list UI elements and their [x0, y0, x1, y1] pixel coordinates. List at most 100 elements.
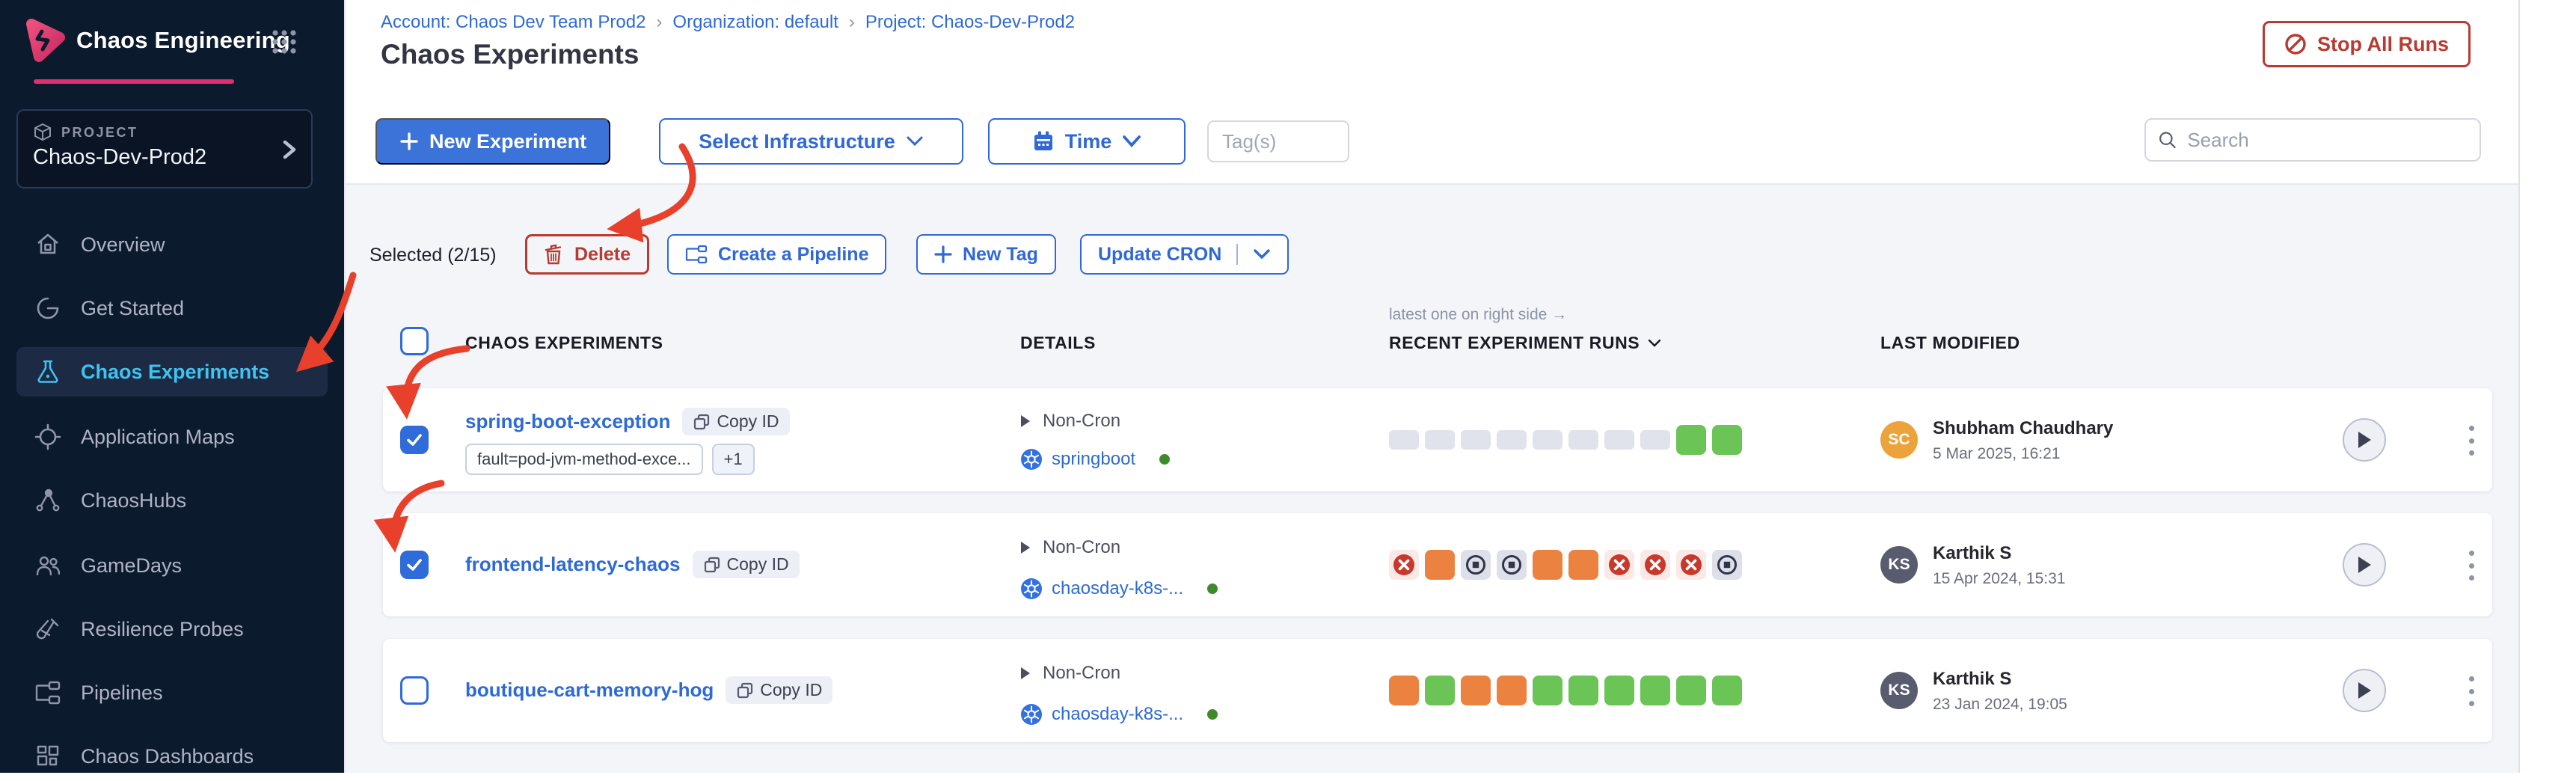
run-status-failed[interactable] — [1676, 550, 1706, 580]
run-status-none[interactable] — [1533, 430, 1563, 450]
run-status-completed[interactable] — [1676, 425, 1706, 455]
page-title: Chaos Experiments — [381, 39, 640, 70]
calendar-icon — [1034, 131, 1052, 150]
fault-tag-chip[interactable]: fault=pod-jvm-method-exce... — [465, 444, 703, 475]
select-infrastructure-dropdown[interactable]: Select Infrastructure — [659, 118, 963, 165]
run-status-running[interactable] — [1497, 676, 1527, 705]
create-pipeline-button[interactable]: Create a Pipeline — [667, 234, 887, 275]
row-menu-button[interactable] — [2456, 424, 2486, 457]
test-tube-icon — [36, 618, 59, 640]
breadcrumb-account-link[interactable]: Account: Chaos Dev Team Prod2 — [381, 12, 646, 32]
harness-chaos-logo-icon — [26, 19, 65, 62]
breadcrumb-org-link[interactable]: Organization: default — [672, 12, 838, 32]
toolbar-divider — [346, 183, 2518, 185]
copy-id-button[interactable]: Copy ID — [726, 676, 833, 704]
copy-id-button[interactable]: Copy ID — [692, 551, 800, 578]
run-experiment-button[interactable] — [2343, 543, 2386, 586]
run-status-none[interactable] — [1640, 430, 1670, 450]
sidebar-item-gamedays[interactable]: GameDays — [16, 541, 328, 590]
trash-icon — [545, 244, 562, 264]
run-status-none[interactable] — [1461, 430, 1491, 450]
row-menu-button[interactable] — [2456, 675, 2486, 708]
sidebar-item-pipelines[interactable]: Pipelines — [16, 668, 328, 717]
row-checkbox[interactable] — [400, 551, 429, 579]
brand-header: Chaos Engineering — [0, 0, 344, 81]
breadcrumb-project-link[interactable]: Project: Chaos-Dev-Prod2 — [865, 12, 1076, 32]
project-label: PROJECT — [61, 124, 138, 140]
sidebar-item-chaoshubs[interactable]: ChaosHubs — [16, 476, 328, 525]
run-status-running[interactable] — [1389, 676, 1419, 705]
run-status-failed[interactable] — [1389, 550, 1419, 580]
copy-id-button[interactable]: Copy ID — [682, 408, 790, 435]
run-status-none[interactable] — [1568, 430, 1598, 450]
chevron-down-icon — [1254, 249, 1270, 260]
sidebar-item-get-started[interactable]: Get Started — [16, 284, 328, 333]
run-experiment-button[interactable] — [2343, 418, 2386, 462]
row-checkbox[interactable] — [400, 676, 429, 705]
infrastructure-link[interactable]: springboot — [1052, 449, 1136, 469]
modified-date: 15 Apr 2024, 15:31 — [1933, 570, 2066, 587]
column-header-details: DETAILS — [1020, 333, 1096, 352]
run-status-completed[interactable] — [1425, 676, 1455, 705]
sidebar-item-chaos-dashboards[interactable]: Chaos Dashboards — [16, 732, 328, 781]
run-status-completed[interactable] — [1676, 676, 1706, 705]
tags-filter-input[interactable] — [1207, 120, 1349, 162]
run-status-completed[interactable] — [1712, 676, 1742, 705]
scrollbar-gutter[interactable] — [2518, 0, 2576, 773]
run-status-running[interactable] — [1568, 550, 1598, 580]
run-status-completed[interactable] — [1533, 676, 1563, 705]
experiment-name-link[interactable]: boutique-cart-memory-hog — [465, 679, 714, 701]
run-status-none[interactable] — [1389, 430, 1419, 450]
compass-target-icon — [34, 423, 61, 450]
run-status-completed[interactable] — [1640, 676, 1670, 705]
search-input[interactable] — [2187, 128, 2468, 152]
new-tag-button[interactable]: New Tag — [916, 234, 1056, 275]
recent-runs-strip — [1389, 425, 1742, 455]
chevron-right-icon — [283, 140, 296, 159]
column-header-experiments: CHAOS EXPERIMENTS — [465, 333, 663, 352]
run-status-running[interactable] — [1425, 550, 1455, 580]
experiment-name-link[interactable]: spring-boot-exception — [465, 410, 671, 432]
run-status-none[interactable] — [1425, 430, 1455, 450]
copy-icon — [704, 557, 720, 572]
run-experiment-button[interactable] — [2343, 669, 2386, 712]
run-status-stopped[interactable] — [1712, 550, 1742, 580]
infrastructure-link[interactable]: chaosday-k8s-... — [1052, 704, 1184, 724]
experiment-row: spring-boot-exception Copy ID fault=pod-… — [383, 388, 2492, 491]
avatar: SC — [1880, 421, 1918, 459]
new-experiment-button[interactable]: New Experiment — [375, 118, 611, 165]
breadcrumb-separator: › — [848, 12, 855, 32]
run-status-completed[interactable] — [1712, 425, 1742, 455]
app-title: Chaos Engineering — [76, 27, 290, 53]
apps-grid-icon[interactable] — [269, 27, 299, 57]
run-status-running[interactable] — [1461, 676, 1491, 705]
project-name: Chaos-Dev-Prod2 — [33, 145, 207, 169]
column-header-runs[interactable]: RECENT EXPERIMENT RUNS — [1389, 333, 1662, 353]
run-status-none[interactable] — [1497, 430, 1527, 450]
sidebar-item-overview[interactable]: Overview — [16, 220, 328, 269]
time-filter-dropdown[interactable]: Time — [988, 118, 1186, 165]
search-box[interactable] — [2144, 118, 2481, 162]
run-status-none[interactable] — [1604, 430, 1634, 450]
update-cron-dropdown[interactable]: Update CRON — [1080, 234, 1289, 275]
run-status-completed[interactable] — [1568, 676, 1598, 705]
more-tags-chip[interactable]: +1 — [711, 444, 755, 475]
sidebar-item-chaos-experiments[interactable]: Chaos Experiments — [16, 347, 328, 396]
row-menu-button[interactable] — [2456, 549, 2486, 582]
row-checkbox[interactable] — [400, 426, 429, 454]
run-status-failed[interactable] — [1604, 550, 1634, 580]
delete-button[interactable]: Delete — [525, 234, 650, 275]
experiment-name-link[interactable]: frontend-latency-chaos — [465, 553, 681, 575]
stop-all-runs-button[interactable]: Stop All Runs — [2263, 21, 2471, 67]
infrastructure-link[interactable]: chaosday-k8s-... — [1052, 578, 1184, 598]
sidebar-item-resilience-probes[interactable]: Resilience Probes — [16, 604, 328, 654]
run-status-running[interactable] — [1533, 550, 1563, 580]
run-status-completed[interactable] — [1604, 676, 1634, 705]
project-selector[interactable]: PROJECT Chaos-Dev-Prod2 — [16, 109, 313, 189]
select-all-checkbox[interactable] — [400, 327, 429, 355]
run-status-stopped[interactable] — [1497, 550, 1527, 580]
sidebar-item-application-maps[interactable]: Application Maps — [16, 412, 328, 462]
play-icon — [2358, 557, 2371, 573]
run-status-failed[interactable] — [1640, 550, 1670, 580]
run-status-stopped[interactable] — [1461, 550, 1491, 580]
